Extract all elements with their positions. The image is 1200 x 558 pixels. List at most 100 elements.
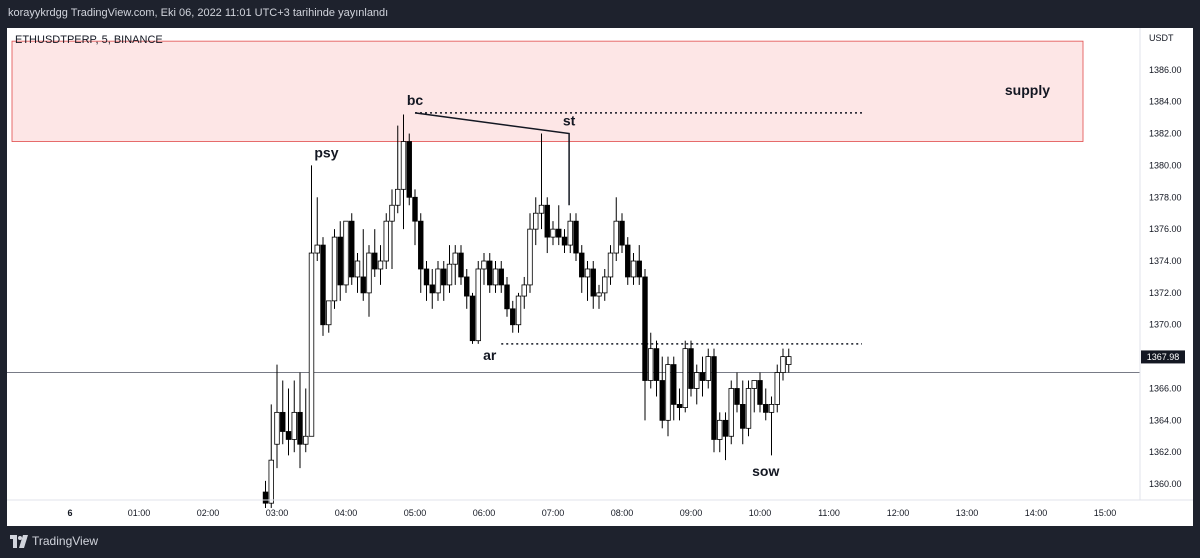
price-tick-label: 1374.00 xyxy=(1149,256,1182,266)
lines-layer xyxy=(7,112,1140,374)
candle-body xyxy=(745,388,752,429)
candle-body xyxy=(331,236,338,302)
candle-body xyxy=(561,236,568,246)
price-tick-label: 1382.00 xyxy=(1149,129,1182,139)
last-price-badge: 1367.98 xyxy=(1141,350,1185,364)
candle-body xyxy=(751,380,757,389)
candle-body xyxy=(590,268,596,297)
candle-body xyxy=(630,260,637,278)
candle-body xyxy=(469,295,476,342)
candle-body xyxy=(274,411,280,445)
candle-body xyxy=(734,388,740,405)
candle-body xyxy=(567,220,573,246)
annotation-psy: psy xyxy=(314,144,338,160)
candle-body xyxy=(527,228,533,286)
footer-bar: TradingView xyxy=(0,526,1200,558)
candle-body xyxy=(538,204,545,214)
price-tick-label: 1376.00 xyxy=(1149,224,1182,234)
candle-body xyxy=(395,188,401,206)
candle-body xyxy=(648,348,654,381)
time-tick-label: 13:00 xyxy=(956,508,979,518)
price-tick-label: 1384.00 xyxy=(1149,97,1182,107)
candle-body xyxy=(699,372,706,381)
candle-body xyxy=(550,228,556,238)
candle-body xyxy=(285,431,292,440)
time-tick-label: 11:00 xyxy=(818,508,840,518)
candle-body xyxy=(774,372,780,405)
candle-body xyxy=(343,220,349,286)
time-tick-label: 08:00 xyxy=(611,508,634,518)
price-tick-label: 1366.00 xyxy=(1149,383,1182,393)
candle-body xyxy=(406,141,412,198)
price-tick-label: 1370.00 xyxy=(1149,320,1182,330)
time-tick-label: 01:00 xyxy=(128,508,151,518)
price-tick-label: 1386.00 xyxy=(1149,65,1182,75)
candle-body xyxy=(372,252,378,270)
candle-body xyxy=(504,284,510,310)
candle-body xyxy=(625,244,631,278)
candle-body xyxy=(262,491,269,504)
candle-body xyxy=(337,236,343,286)
time-tick-label: 03:00 xyxy=(266,508,289,518)
candle-body xyxy=(487,260,493,286)
candle-body xyxy=(676,404,683,408)
candle-body xyxy=(722,419,729,437)
time-tick-label: 07:00 xyxy=(542,508,565,518)
candle-body xyxy=(659,380,665,421)
candle-body xyxy=(763,404,769,413)
candle-body xyxy=(579,252,585,278)
candle-body xyxy=(435,268,441,294)
candle-body xyxy=(653,348,660,381)
candle-body xyxy=(510,308,516,326)
candle-body xyxy=(441,268,447,286)
time-tick-label: 04:00 xyxy=(335,508,358,518)
candle-body xyxy=(314,244,320,254)
candle-body xyxy=(429,284,435,294)
candle-body xyxy=(400,141,407,190)
candle-body xyxy=(383,220,389,262)
candle-body xyxy=(671,364,677,405)
time-axis[interactable]: 6 01:00 02:00 03:00 04:00 05:00 06:00 07:00 08:0… xyxy=(67,508,1116,518)
candle-body xyxy=(544,204,550,238)
currency-label: USDT xyxy=(1149,33,1174,43)
candle-body xyxy=(757,380,763,405)
candle-body xyxy=(291,411,297,440)
annotation-bc: bc xyxy=(407,92,424,108)
candle-body xyxy=(619,220,625,246)
candle-body xyxy=(728,388,734,437)
price-tick-label: 1372.00 xyxy=(1149,288,1182,298)
candle-body xyxy=(688,348,694,389)
tradingview-logo-icon xyxy=(10,535,28,548)
annotation-ar: ar xyxy=(483,347,497,363)
price-tick-label: 1380.00 xyxy=(1149,160,1182,170)
candle-body xyxy=(308,252,315,437)
candle-body xyxy=(533,212,539,230)
candle-body xyxy=(423,268,430,286)
candle-body xyxy=(596,292,602,297)
candle-body xyxy=(320,244,326,326)
candle-body xyxy=(711,356,717,440)
price-axis[interactable]: 1386.00 1384.00 1382.00 1380.00 1378.00 1376.… xyxy=(1149,65,1182,489)
candle-body xyxy=(389,204,395,222)
candle-body xyxy=(349,220,355,278)
zones-layer: supply xyxy=(11,40,1084,142)
annotation-st: st xyxy=(563,113,576,129)
candle-body xyxy=(682,348,688,408)
candle-body xyxy=(303,435,309,445)
candle-body xyxy=(475,268,481,342)
candle-body xyxy=(584,268,591,278)
candle-body xyxy=(780,356,786,373)
candles-layer xyxy=(262,114,792,508)
candle-body xyxy=(481,260,487,270)
tradingview-brand: TradingView xyxy=(32,534,99,548)
time-tick-label: 15:00 xyxy=(1094,508,1117,518)
candle-body xyxy=(452,252,458,265)
candle-body xyxy=(613,220,619,254)
candle-body xyxy=(492,268,499,286)
candle-body xyxy=(458,252,464,278)
annotation-sow: sow xyxy=(752,463,779,479)
candle-body xyxy=(280,411,286,432)
candle-body xyxy=(636,260,642,278)
supply-zone-label: supply xyxy=(1005,82,1050,98)
